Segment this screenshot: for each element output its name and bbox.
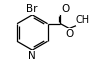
Text: O: O bbox=[61, 4, 69, 14]
Text: N: N bbox=[28, 51, 36, 61]
Text: CH₃: CH₃ bbox=[76, 15, 89, 25]
Text: O: O bbox=[65, 29, 73, 39]
Text: Br: Br bbox=[26, 4, 37, 14]
